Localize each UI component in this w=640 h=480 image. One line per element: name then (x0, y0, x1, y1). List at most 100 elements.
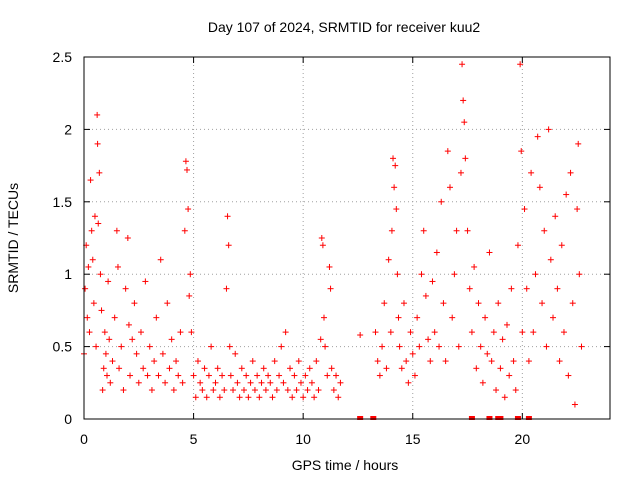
zero-point (370, 416, 377, 420)
data-point (501, 394, 508, 401)
data-point (95, 220, 102, 227)
data-point (545, 126, 552, 133)
data-point (118, 343, 125, 350)
data-point (414, 314, 421, 321)
data-point (113, 227, 120, 234)
data-point (186, 292, 193, 299)
data-point (91, 213, 98, 220)
data-point (308, 379, 315, 386)
data-point (381, 300, 388, 307)
y-tick-label: 1.5 (53, 194, 73, 210)
data-point (199, 387, 206, 394)
data-points (81, 61, 585, 420)
data-point (212, 379, 219, 386)
data-point (170, 387, 177, 394)
data-point (100, 365, 107, 372)
data-point (232, 350, 239, 357)
data-point (387, 329, 394, 336)
data-point (226, 343, 233, 350)
data-point (523, 285, 530, 292)
data-point (105, 278, 112, 285)
data-point (291, 372, 298, 379)
data-point (302, 372, 309, 379)
data-point (335, 394, 342, 401)
data-point (530, 329, 537, 336)
data-point (518, 148, 525, 155)
data-point (164, 300, 171, 307)
data-point (560, 329, 567, 336)
data-point (98, 307, 105, 314)
data-point (388, 227, 395, 234)
data-point (127, 372, 134, 379)
data-point (447, 184, 454, 191)
data-point (122, 285, 129, 292)
data-point (216, 394, 223, 401)
zero-point (357, 416, 364, 420)
data-point (326, 263, 333, 270)
data-point (88, 227, 95, 234)
data-point (571, 401, 578, 408)
data-point (236, 394, 243, 401)
data-point (379, 343, 386, 350)
data-point (471, 263, 478, 270)
y-axis: 0 0.5 1 1.5 2 2.5 (53, 49, 610, 427)
data-point (140, 365, 147, 372)
data-point (541, 227, 548, 234)
data-point (528, 169, 535, 176)
data-point (400, 300, 407, 307)
data-point (85, 263, 92, 270)
data-point (247, 379, 254, 386)
data-point (238, 365, 245, 372)
data-point (484, 350, 491, 357)
data-point (293, 387, 300, 394)
x-tick-label: 20 (515, 431, 531, 447)
data-point (243, 372, 250, 379)
data-point (395, 314, 402, 321)
data-point (565, 372, 572, 379)
data-point (461, 119, 468, 126)
x-tick-label: 0 (80, 431, 88, 447)
data-point (330, 387, 337, 394)
data-point (436, 343, 443, 350)
zero-point (525, 416, 532, 420)
data-point (133, 350, 140, 357)
data-point (223, 285, 230, 292)
data-point (203, 394, 210, 401)
data-point (457, 169, 464, 176)
y-tick-label: 0.5 (53, 339, 73, 355)
data-point (578, 343, 585, 350)
data-point (116, 365, 123, 372)
data-point (146, 343, 153, 350)
data-point (251, 387, 258, 394)
x-tick-label: 5 (190, 431, 198, 447)
data-point (208, 343, 215, 350)
chart-title: Day 107 of 2024, SRMTID for receiver kuu… (208, 19, 481, 35)
data-point (135, 379, 142, 386)
data-point (86, 329, 93, 336)
data-point (319, 242, 326, 249)
x-axis-label: GPS time / hours (292, 457, 399, 473)
data-point (166, 365, 173, 372)
data-point (576, 271, 583, 278)
data-point (234, 379, 241, 386)
data-point (276, 372, 283, 379)
data-point (313, 358, 320, 365)
data-point (475, 300, 482, 307)
data-point (574, 206, 581, 213)
zero-point (486, 416, 493, 420)
data-point (269, 394, 276, 401)
data-point (420, 227, 427, 234)
data-point (479, 379, 486, 386)
y-axis-label: SRMTID / TECUs (5, 183, 21, 293)
data-point (552, 213, 559, 220)
data-point (90, 300, 97, 307)
data-point (383, 365, 390, 372)
data-point (304, 387, 311, 394)
data-point (267, 379, 274, 386)
data-point (230, 387, 237, 394)
data-point (488, 358, 495, 365)
data-point (82, 285, 89, 292)
data-point (477, 343, 484, 350)
data-point (440, 300, 447, 307)
data-point (556, 358, 563, 365)
